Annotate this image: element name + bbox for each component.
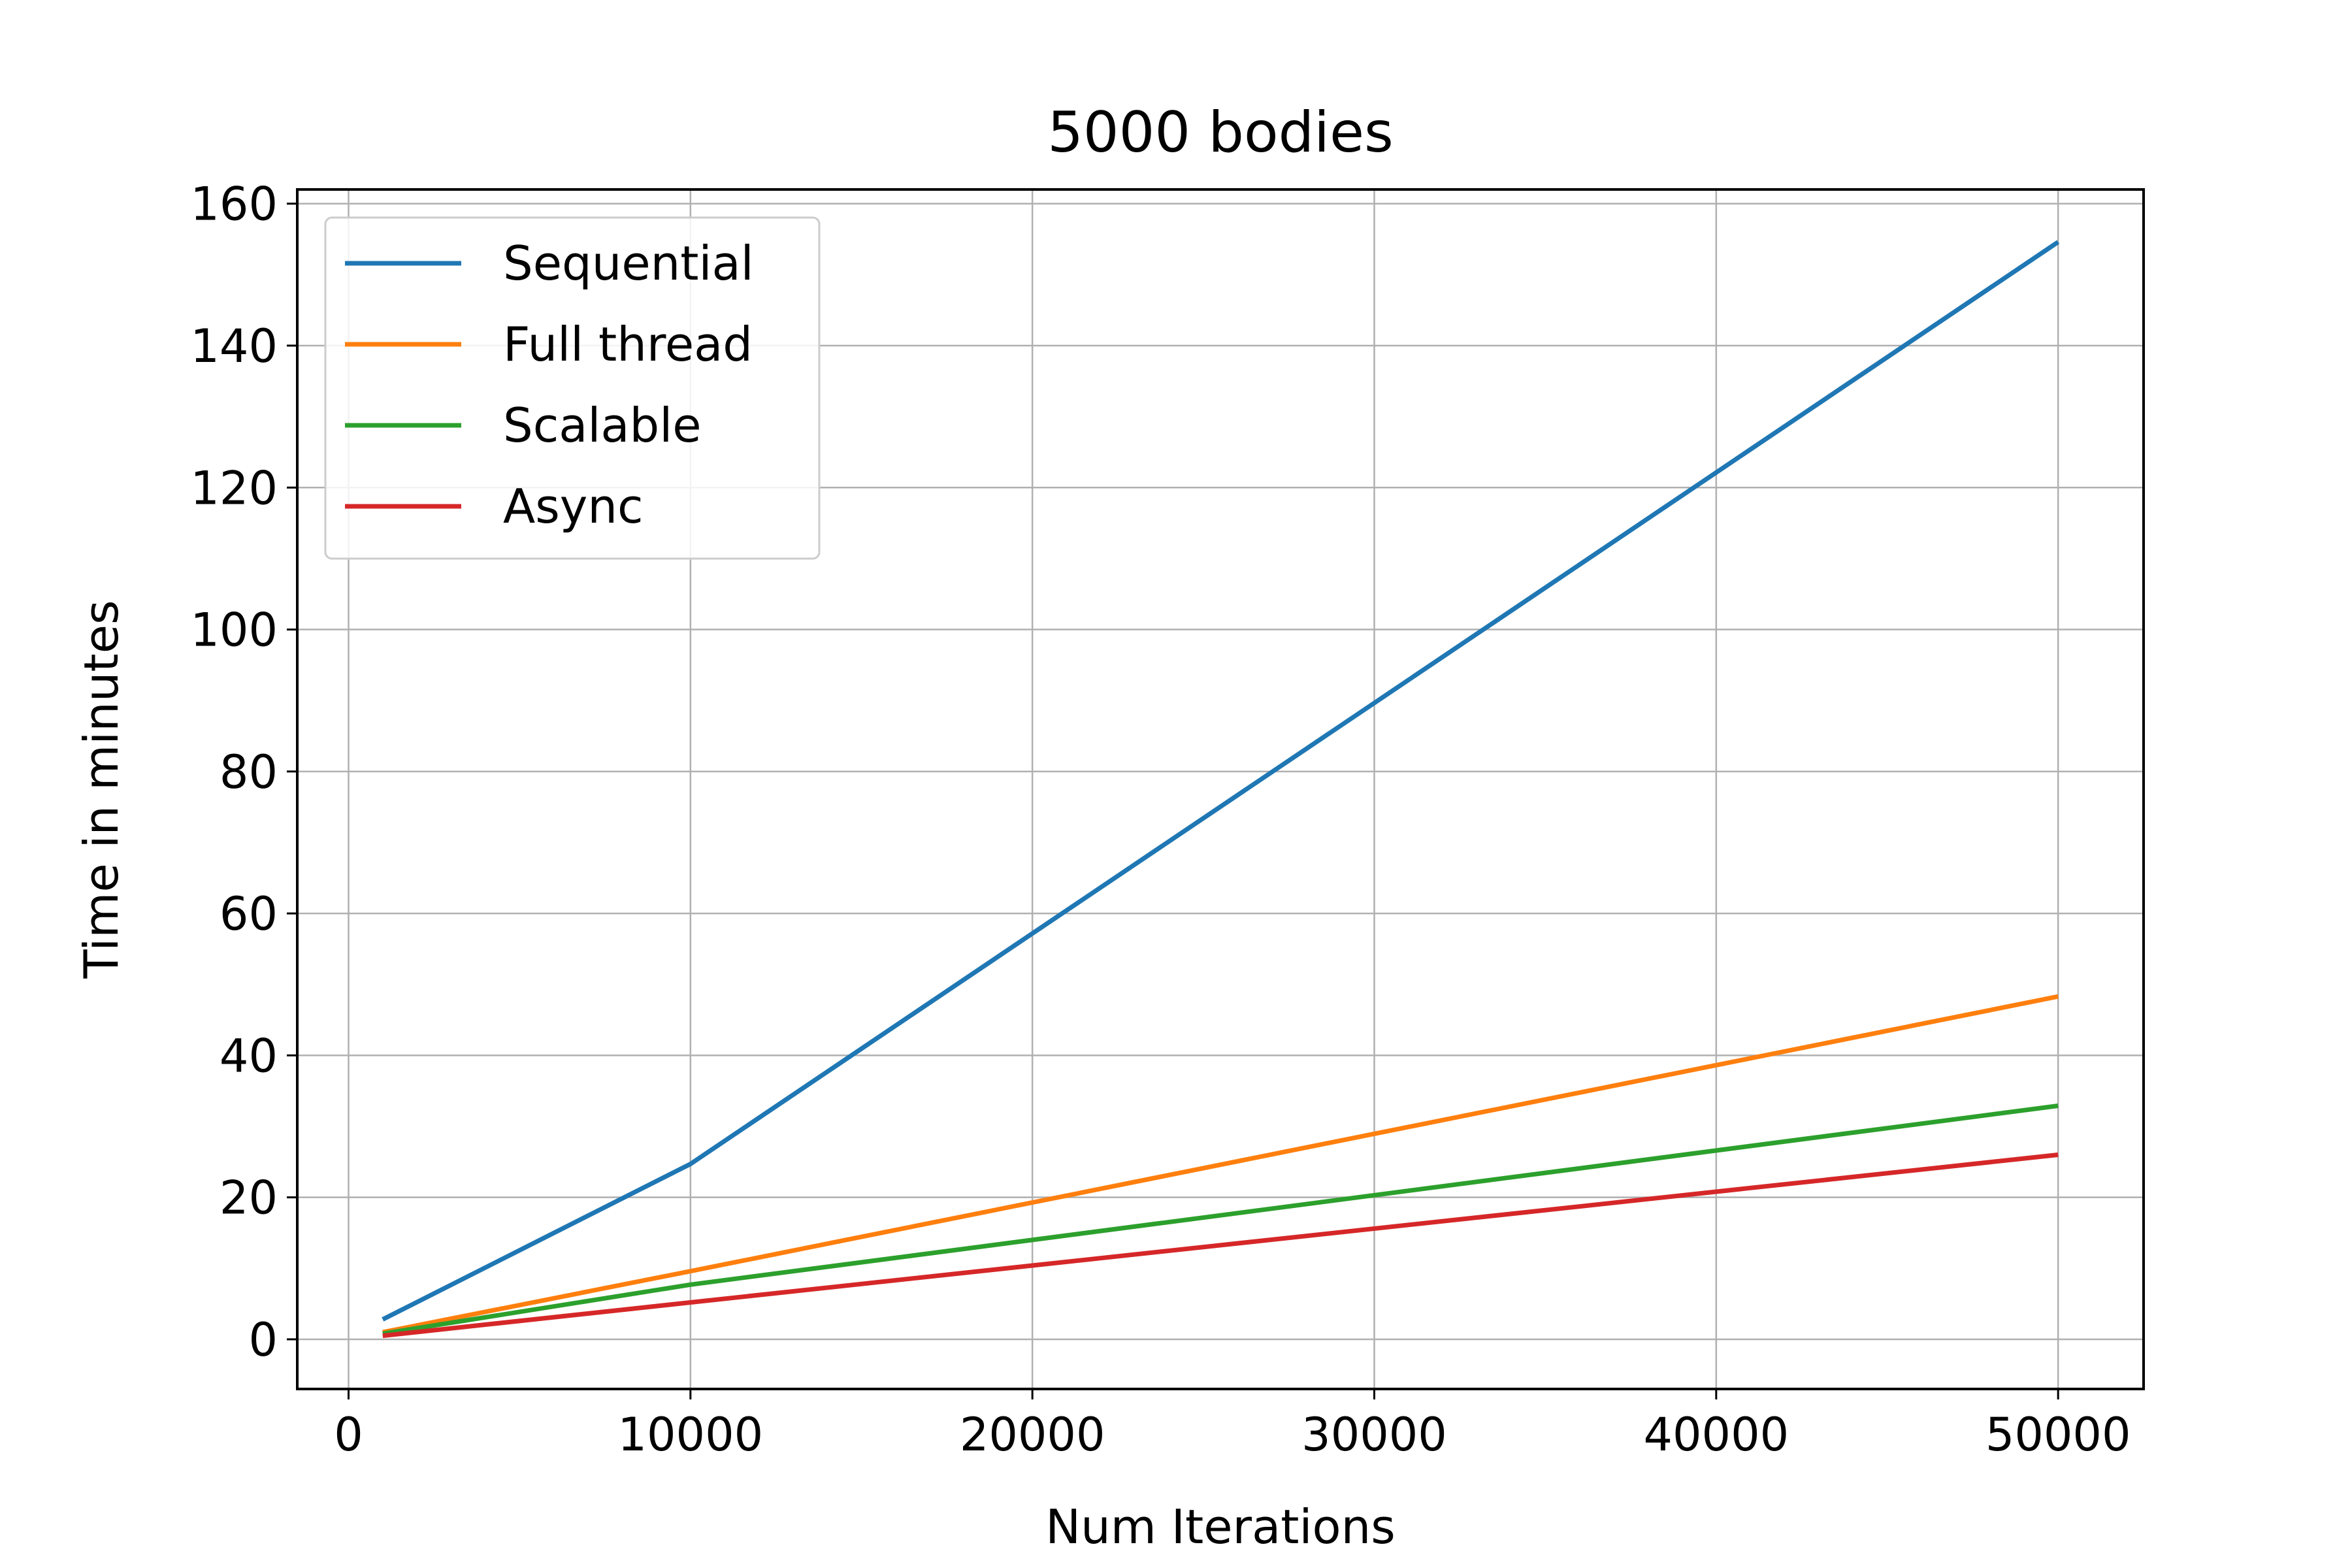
x-tick-label: 10000 [617, 1408, 763, 1462]
series-line-scalable [382, 1103, 2059, 1336]
y-tick-label: 100 [190, 604, 278, 657]
x-tick-label: 0 [334, 1408, 363, 1462]
series-line-async [382, 1152, 2059, 1338]
x-axis-label: Num Iterations [1045, 1499, 1395, 1554]
legend-label-async: Async [503, 479, 644, 534]
y-axis-label: Time in minutes [74, 600, 129, 979]
y-tick-label: 140 [190, 319, 278, 373]
series-line-full-thread [382, 994, 2059, 1335]
y-tick-label: 60 [220, 887, 278, 941]
x-tick-label: 40000 [1643, 1408, 1789, 1462]
legend-box [324, 216, 821, 560]
grid [297, 189, 2144, 1389]
plot-frame [296, 188, 2145, 1390]
chart-title: 5000 bodies [1047, 100, 1394, 165]
y-tick-label: 20 [220, 1171, 278, 1225]
y-tick-label: 160 [190, 178, 278, 231]
axis-ticks: 0 10000 20000 30000 40000 50000 0 20 40 60 80 100 12… [190, 178, 2131, 1462]
legend-label-full-thread: Full thread [503, 317, 753, 372]
legend-label-scalable: Scalable [503, 398, 702, 453]
x-tick-label: 50000 [1985, 1408, 2131, 1462]
legend: Sequential Full thread Scalable Async [324, 216, 821, 560]
y-tick-label: 120 [190, 461, 278, 515]
legend-label-sequential: Sequential [503, 236, 754, 291]
y-tick-label: 80 [220, 745, 278, 799]
series-line-sequential [382, 240, 2060, 1322]
y-tick-label: 0 [248, 1313, 278, 1367]
x-tick-label: 20000 [960, 1408, 1105, 1462]
x-tick-label: 30000 [1301, 1408, 1447, 1462]
y-tick-label: 40 [220, 1029, 278, 1083]
series-lines [382, 240, 2060, 1338]
